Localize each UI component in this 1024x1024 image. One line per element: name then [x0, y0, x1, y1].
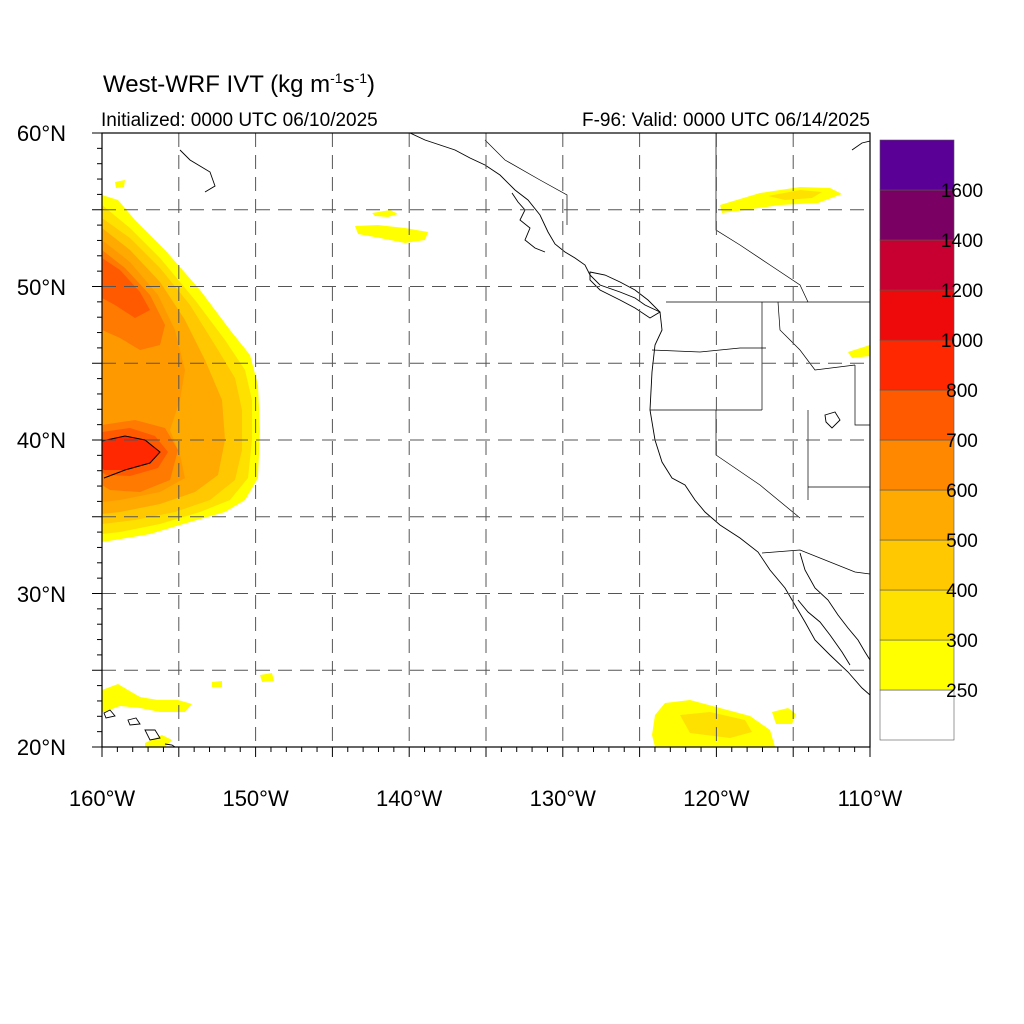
ivt-patch-canada-inner: [768, 190, 822, 200]
colorbar-swatch: [879, 339, 955, 391]
baja-coast: [797, 599, 851, 666]
colorbar-label: 250: [946, 681, 978, 702]
hawaii-1: [103, 709, 116, 719]
ivt-patch-south-inner: [680, 712, 752, 738]
vancouver-island: [589, 271, 661, 319]
colorbar-swatch: [879, 139, 955, 191]
ivt-patch-east-edge: [848, 345, 870, 358]
colorbar-label: 1600: [941, 181, 983, 202]
great-salt-lake: [824, 411, 841, 429]
political-boundaries: [484, 133, 870, 575]
canada-provinces: [715, 133, 809, 303]
lat-label-50n: 50°N: [17, 275, 66, 300]
ivt-patch-north-pacific: [355, 225, 428, 243]
colorbar-swatch: [879, 439, 955, 491]
colorbar-label: 400: [946, 581, 978, 602]
lat-label-40n: 40°N: [17, 428, 66, 453]
coastlines: [103, 133, 870, 747]
nv-ca-border: [715, 410, 801, 519]
ivt-patch-south-small: [772, 708, 796, 724]
colorbar-swatch: [879, 389, 955, 441]
bc-islands: [511, 192, 546, 253]
hawaii-3: [144, 729, 161, 741]
wa-or-border: [651, 347, 766, 353]
colorbar: [879, 139, 955, 741]
colorbar-labels: 250 300 400 500 600 700 800 1000 1200 1400 1600: [941, 181, 983, 702]
colorbar-swatch: [879, 489, 955, 541]
lon-label-120w: 120°W: [683, 786, 750, 811]
graticule: [102, 133, 870, 747]
lon-label-160w: 160°W: [69, 786, 136, 811]
ivt-patch-hawaii-south: [145, 735, 172, 747]
ivt-speck-3: [115, 180, 125, 188]
id-mt-border: [777, 301, 856, 371]
colorbar-swatch: [879, 239, 955, 291]
colorbar-swatch: [879, 639, 955, 691]
axis-ticks: [92, 132, 871, 757]
ivt-patch-north-pacific-2: [372, 210, 398, 217]
hawaii-2: [127, 717, 141, 726]
init-time-label: Initialized: 0000 UTC 06/10/2025: [101, 110, 378, 131]
ivt-patch-hawaii: [102, 684, 192, 712]
chart-title: West-WRF IVT (kg m-1s-1): [103, 70, 376, 98]
ivt-1000-contour: [102, 435, 161, 479]
colorbar-label: 800: [946, 381, 978, 402]
colorbar-label: 1200: [941, 281, 983, 302]
lon-label-150w: 150°W: [222, 786, 289, 811]
colorbar-label: 1400: [941, 231, 983, 252]
ivt-patch-canada: [720, 187, 842, 213]
lat-label-60n: 60°N: [17, 121, 66, 146]
colorbar-label: 300: [946, 631, 978, 652]
alaska-border: [484, 139, 568, 225]
west-mainland-border: [179, 149, 216, 193]
hawaii-4: [164, 743, 176, 747]
colorbar-swatch: [879, 539, 955, 591]
wy-border: [854, 365, 870, 426]
gulf-of-california-coast: [799, 552, 870, 661]
colorbar-label: 1000: [941, 331, 983, 352]
colorbar-swatch: [879, 189, 955, 241]
colorbar-label: 700: [946, 431, 978, 452]
ivt-speck-1: [260, 673, 274, 682]
us-mexico-border: [761, 549, 870, 575]
colorbar-label: 500: [946, 531, 978, 552]
colorbar-swatch: [879, 289, 955, 341]
lon-label-130w: 130°W: [530, 786, 597, 811]
ivt-800-region-west: [102, 258, 150, 318]
lat-label-20n: 20°N: [17, 735, 66, 760]
northeast-coast: [851, 140, 870, 151]
colorbar-swatch: [879, 589, 955, 641]
lon-label-140w: 140°W: [376, 786, 443, 811]
ivt-shading: [102, 180, 870, 747]
lat-label-30n: 30°N: [17, 582, 66, 607]
colorbar-label: 600: [946, 481, 978, 502]
lon-label-110w: 110°W: [838, 786, 903, 811]
valid-time-label: F-96: Valid: 0000 UTC 06/14/2025: [582, 110, 870, 131]
ivt-speck-2: [212, 681, 222, 687]
alaska-coast: [409, 133, 870, 696]
ivt-1000-region-west: [102, 436, 160, 470]
colorbar-swatch: [879, 689, 955, 741]
axis-labels: 160°W 150°W 140°W 130°W 120°W 110°W 60°N…: [17, 121, 903, 811]
